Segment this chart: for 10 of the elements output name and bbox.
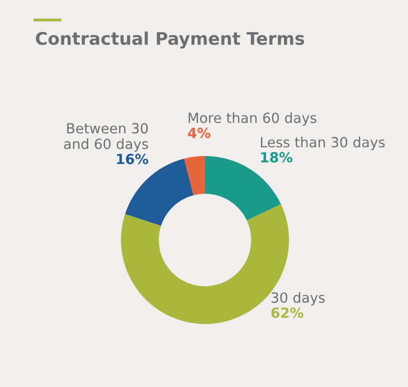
data-label: 62% xyxy=(271,307,304,318)
slice-label: Between 30 and 60 days xyxy=(64,123,148,152)
slice-label: Less than 30 days xyxy=(260,136,385,150)
donut-slice xyxy=(184,156,205,196)
data-label: 16% xyxy=(117,154,148,164)
slice-label: More than 60 days xyxy=(188,112,316,126)
data-label: 18% xyxy=(261,152,292,163)
slice-label: 30 days xyxy=(272,292,325,306)
chart-title: Contractual Payment Terms xyxy=(36,32,304,48)
data-label: 4% xyxy=(188,128,210,138)
